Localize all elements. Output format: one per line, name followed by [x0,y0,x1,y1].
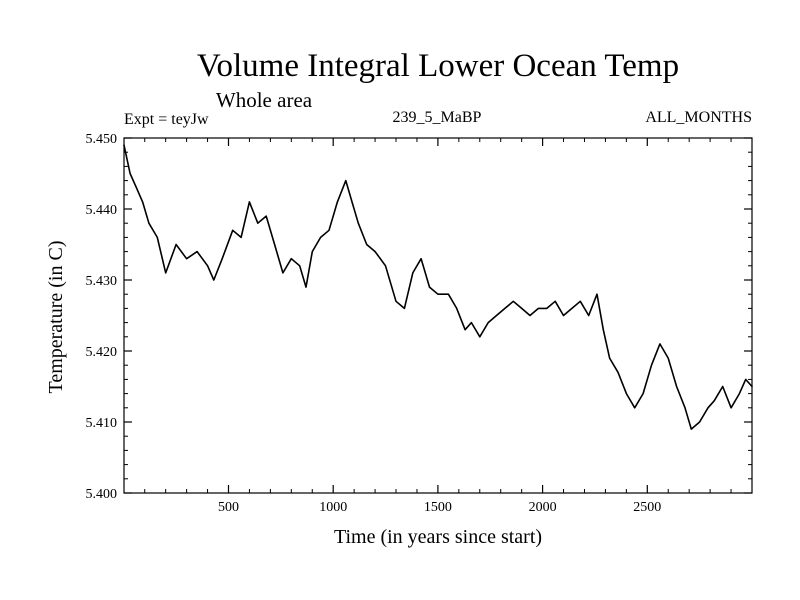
x-tick-label: 2500 [633,500,661,515]
x-tick-label: 2000 [529,500,557,515]
x-axis-label: Time (in years since start) [334,526,542,548]
y-axis-label: Temperature (in C) [45,241,67,394]
run-label: 239_5_MaBP [393,109,482,126]
y-tick-label: 5.400 [86,487,118,502]
plot-area: 500 1000 1500 2000 2500 5.400 5.410 5.420 5.430 5… [86,132,753,515]
y-tick-label: 5.440 [86,203,118,218]
y-tick-label: 5.450 [86,132,118,147]
months-label: ALL_MONTHS [645,109,752,126]
experiment-label: Expt = teyJw [124,111,209,128]
x-tick-label: 1000 [319,500,347,515]
plot-frame [123,137,753,494]
y-tick-label: 5.420 [86,345,118,360]
chart-subtitle: Whole area [216,88,313,112]
series-line-1 [123,144,753,430]
chart-title: Volume Integral Lower Ocean Temp [197,48,679,84]
x-tick-label: 500 [218,500,239,515]
y-tick-label: 5.430 [86,274,118,289]
x-tick-label: 1500 [424,500,452,515]
y-tick-label: 5.410 [86,416,118,431]
